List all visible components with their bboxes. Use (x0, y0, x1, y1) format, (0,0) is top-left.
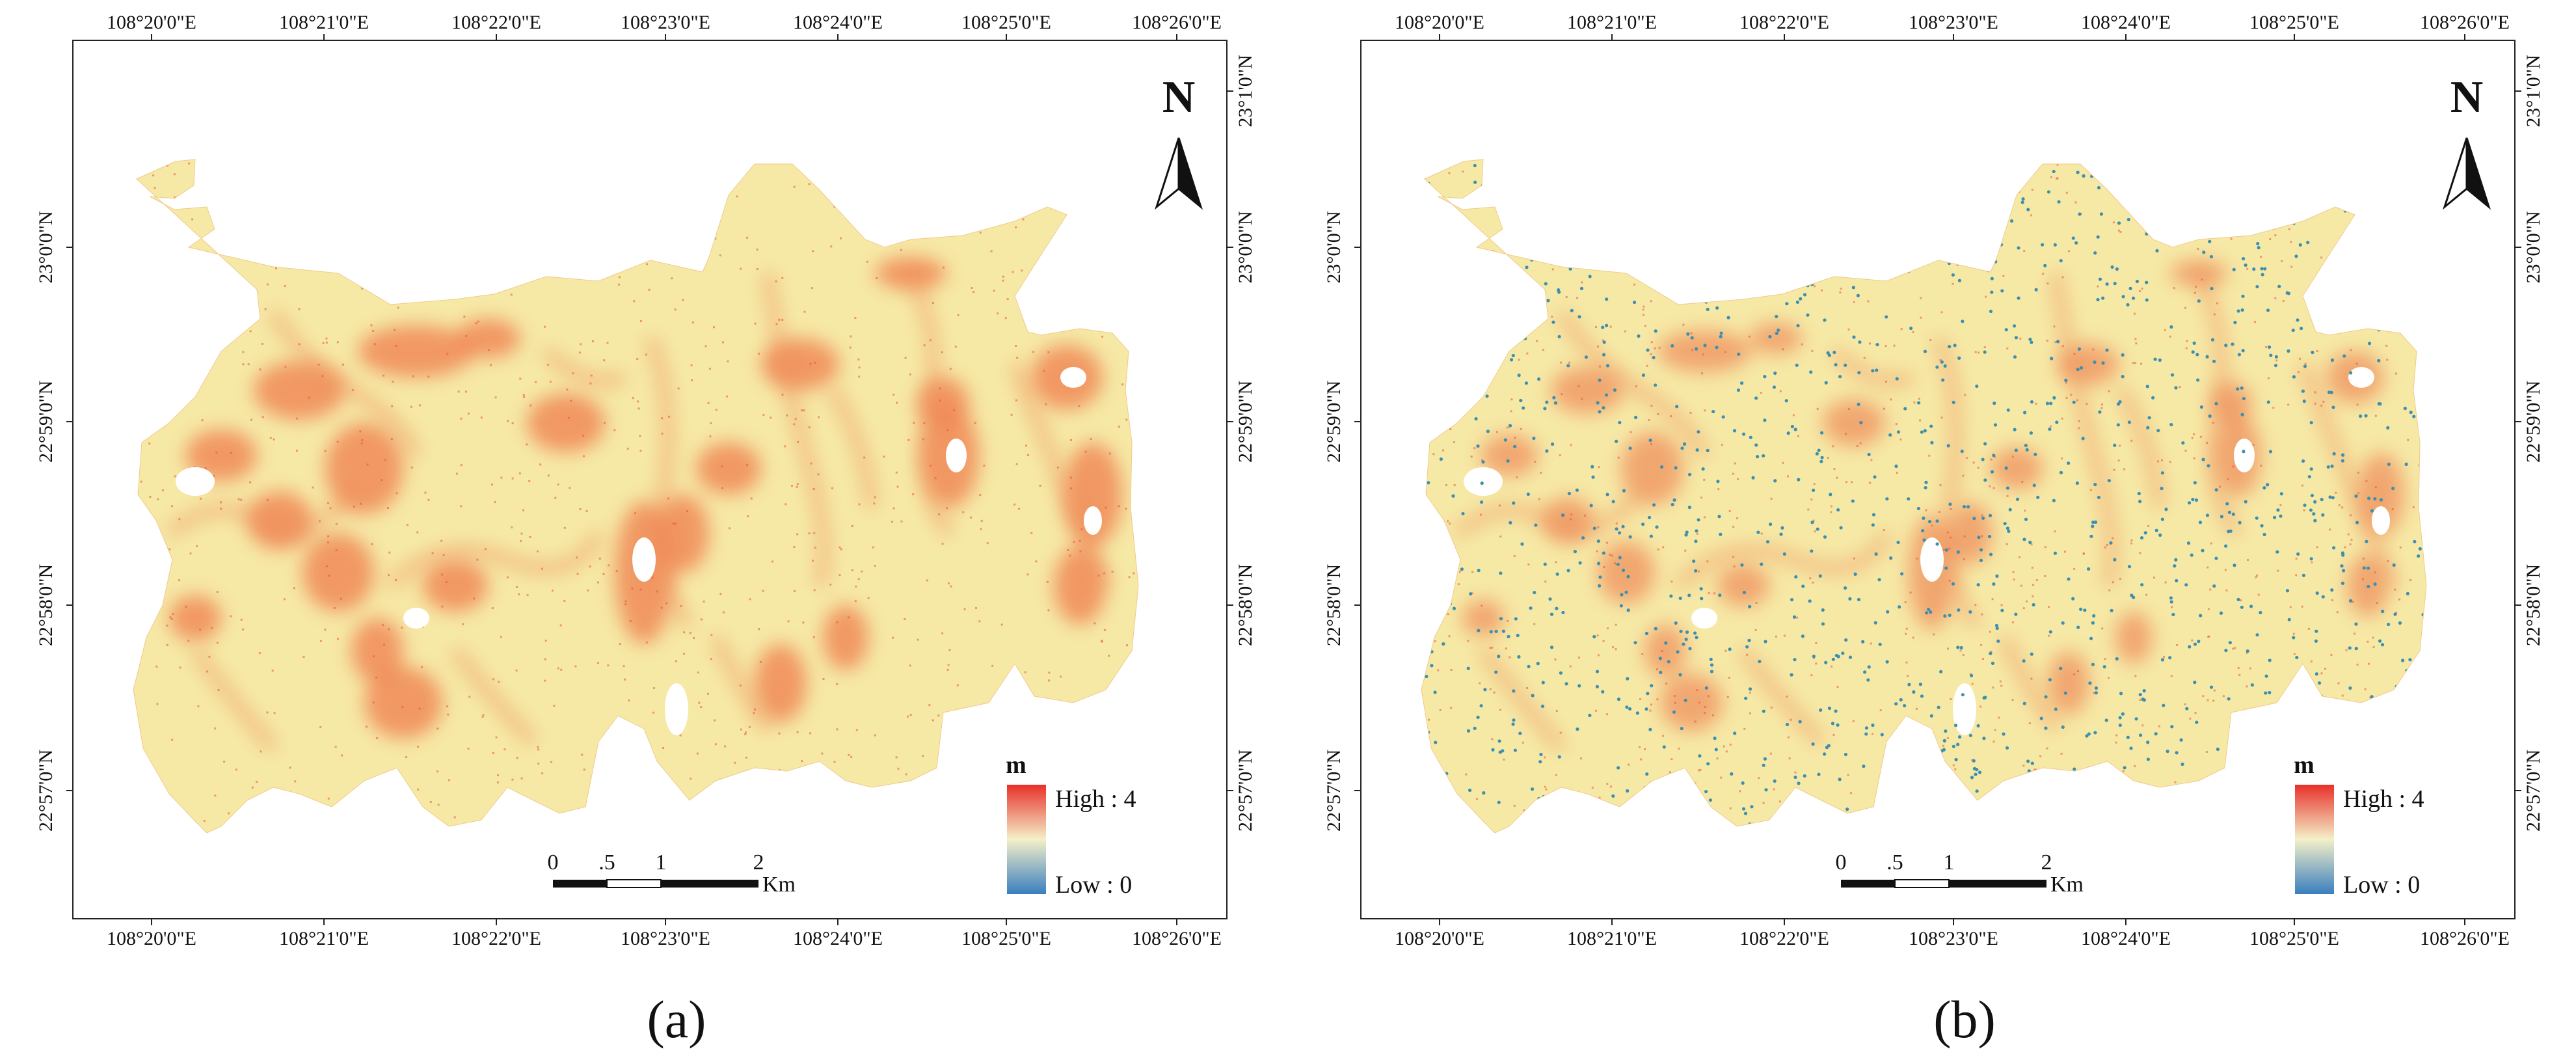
scale-bar-tick-label: 1 (656, 850, 667, 875)
study-area-raster (133, 159, 1138, 833)
scale-bar (1841, 879, 2046, 888)
longitude-label-top: 108°26'0"E (1132, 12, 1222, 33)
latitude-label-right: 23°1'0"N (1235, 55, 1256, 127)
latitude-label-right: 23°0'0"N (2523, 211, 2544, 283)
north-arrow-icon (1155, 137, 1203, 210)
latitude-label-right: 22°57'0"N (1235, 750, 1256, 832)
north-label: N (2450, 72, 2484, 122)
latitude-label-right: 22°58'0"N (1235, 564, 1256, 646)
latitude-label-left: 23°0'0"N (35, 211, 57, 283)
latitude-label-left: 22°58'0"N (35, 564, 57, 646)
longitude-label-bottom: 108°24'0"E (793, 928, 883, 949)
longitude-label-bottom: 108°23'0"E (621, 928, 710, 949)
latitude-label-right: 23°0'0"N (1235, 211, 1256, 283)
latitude-label-left: 23°0'0"N (1323, 211, 1345, 283)
longitude-label-bottom: 108°26'0"E (2420, 928, 2510, 949)
scale-bar-unit: Km (762, 873, 796, 897)
panel-caption: (b) (1933, 990, 1996, 1049)
latitude-label-right: 23°1'0"N (2523, 55, 2544, 127)
longitude-label-top: 108°22'0"E (451, 12, 541, 33)
study-area-outline (1421, 159, 2427, 834)
longitude-label-top: 108°23'0"E (621, 12, 710, 33)
map-panel-b: 108°20'0"E 108°21'0"E 108°22'0"E 108°23'0"E… (1288, 0, 2576, 1058)
study-area-raster (1421, 159, 2426, 833)
longitude-label-bottom: 108°22'0"E (451, 928, 541, 949)
north-label: N (1162, 72, 1196, 122)
scale-bar-tick-label: 0 (548, 850, 559, 875)
graticule-ticks (1354, 34, 2521, 925)
longitude-label-top: 108°26'0"E (2420, 12, 2510, 33)
longitude-label-bottom: 108°21'0"E (279, 928, 369, 949)
longitude-label-bottom: 108°25'0"E (2249, 928, 2339, 949)
latitude-label-left: 22°59'0"N (35, 381, 57, 463)
map-frame (72, 40, 1228, 919)
longitude-label-bottom: 108°25'0"E (961, 928, 1051, 949)
latitude-label-left: 22°57'0"N (1323, 750, 1345, 832)
scale-bar-unit: Km (2050, 873, 2084, 897)
longitude-label-bottom: 108°20'0"E (1395, 928, 1484, 949)
longitude-label-top: 108°25'0"E (961, 12, 1051, 33)
map-svg-a: 108°20'0"E 108°21'0"E 108°22'0"E 108°23'0"E… (35, 12, 1256, 1049)
graticule-ticks (66, 34, 1233, 925)
legend-title: m (1006, 752, 1026, 779)
longitude-label-top: 108°22'0"E (1739, 12, 1829, 33)
panel-caption: (a) (647, 990, 706, 1049)
latitude-label-left: 22°59'0"N (1323, 381, 1345, 463)
longitude-label-top: 108°21'0"E (1567, 12, 1657, 33)
latitude-label-right: 22°58'0"N (2523, 564, 2544, 646)
map-svg-b: 108°20'0"E 108°21'0"E 108°22'0"E 108°23'0"E… (1323, 12, 2544, 1049)
longitude-label-top: 108°23'0"E (1909, 12, 1998, 33)
longitude-label-top: 108°25'0"E (2249, 12, 2339, 33)
latitude-label-right: 22°59'0"N (1235, 381, 1256, 463)
longitude-label-top: 108°24'0"E (2081, 12, 2171, 33)
longitude-label-bottom: 108°22'0"E (1739, 928, 1829, 949)
map-frame (1360, 40, 2516, 919)
longitude-label-bottom: 108°26'0"E (1132, 928, 1222, 949)
scale-bar-tick-label: .5 (598, 850, 615, 875)
latitude-label-left: 22°57'0"N (35, 750, 57, 832)
scale-bar-tick-label: 2 (2041, 850, 2052, 875)
scale-bar-tick-label: 0 (1836, 850, 1847, 875)
legend-high-label: High : 4 (2343, 785, 2424, 813)
longitude-label-top: 108°20'0"E (1395, 12, 1484, 33)
study-area-outline (133, 159, 1139, 834)
legend-low-label: Low : 0 (2343, 871, 2420, 899)
latitude-label-right: 22°59'0"N (2523, 381, 2544, 463)
scale-bar-tick-label: .5 (1886, 850, 1903, 875)
longitude-label-bottom: 108°24'0"E (2081, 928, 2171, 949)
scale-bar-tick-label: 1 (1944, 850, 1955, 875)
scale-bar-tick-label: 2 (753, 850, 764, 875)
longitude-label-bottom: 108°21'0"E (1567, 928, 1657, 949)
legend-color-ramp (1007, 785, 1046, 894)
scale-bar (553, 879, 758, 888)
longitude-label-bottom: 108°20'0"E (107, 928, 196, 949)
map-panel-a: 108°20'0"E 108°21'0"E 108°22'0"E 108°23'0"E… (35, 12, 1256, 1049)
longitude-label-top: 108°21'0"E (279, 12, 369, 33)
longitude-label-bottom: 108°23'0"E (1909, 928, 1998, 949)
legend-low-label: Low : 0 (1055, 871, 1132, 899)
latitude-label-left: 22°58'0"N (1323, 564, 1345, 646)
legend-color-ramp (2295, 785, 2334, 894)
north-arrow-icon (2443, 137, 2491, 210)
legend-title: m (2294, 752, 2314, 779)
legend-high-label: High : 4 (1055, 785, 1136, 813)
latitude-label-right: 22°57'0"N (2523, 750, 2544, 832)
longitude-label-top: 108°24'0"E (793, 12, 883, 33)
longitude-label-top: 108°20'0"E (107, 12, 196, 33)
